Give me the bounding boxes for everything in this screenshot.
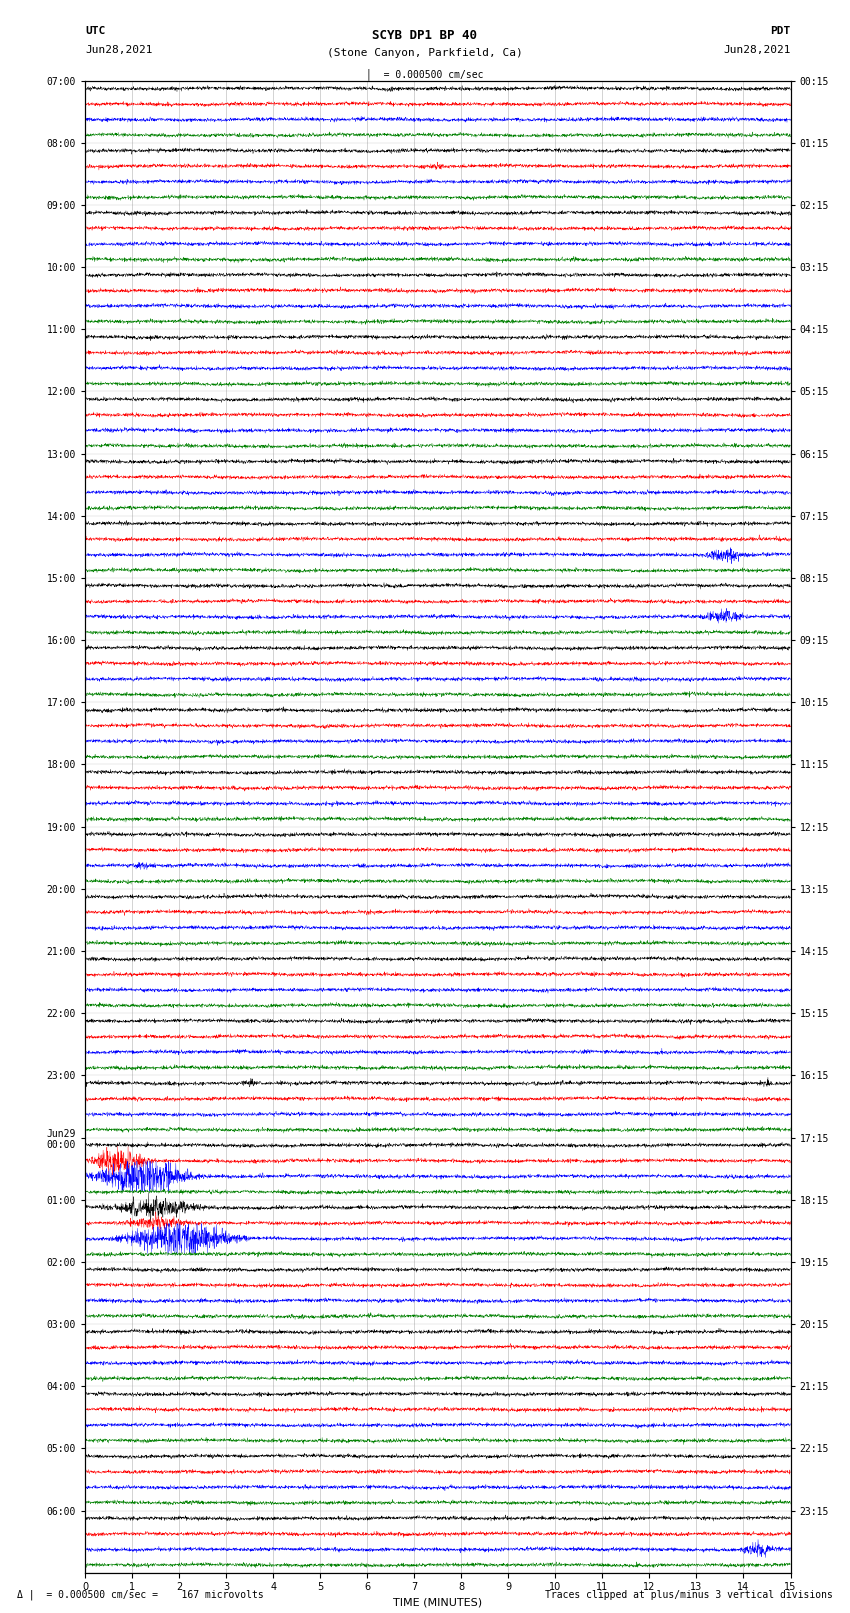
- Text: PDT: PDT: [770, 26, 790, 35]
- Text: Traces clipped at plus/minus 3 vertical divisions: Traces clipped at plus/minus 3 vertical …: [545, 1590, 833, 1600]
- Text: Jun28,2021: Jun28,2021: [723, 45, 791, 55]
- Text: SCYB DP1 BP 40: SCYB DP1 BP 40: [372, 29, 478, 42]
- Text: Δ |  = 0.000500 cm/sec =    167 microvolts: Δ | = 0.000500 cm/sec = 167 microvolts: [17, 1589, 264, 1600]
- Text: Jun28,2021: Jun28,2021: [85, 45, 152, 55]
- X-axis label: TIME (MINUTES): TIME (MINUTES): [394, 1598, 482, 1608]
- Text: │  = 0.000500 cm/sec: │ = 0.000500 cm/sec: [366, 68, 484, 79]
- Text: UTC: UTC: [85, 26, 105, 35]
- Text: (Stone Canyon, Parkfield, Ca): (Stone Canyon, Parkfield, Ca): [327, 48, 523, 58]
